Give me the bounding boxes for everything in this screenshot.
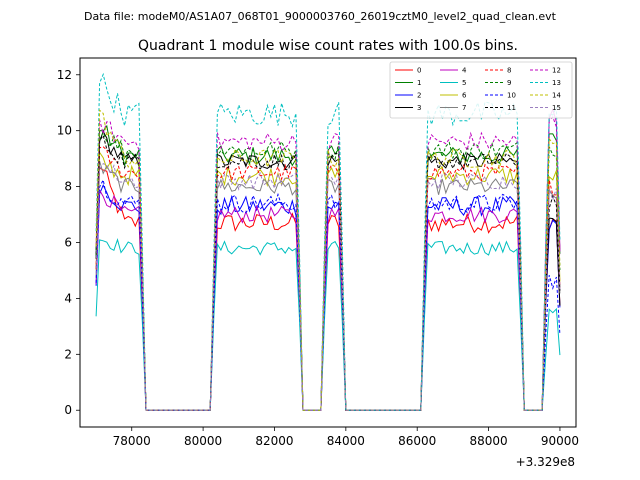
legend-label-15: 15 bbox=[552, 104, 561, 112]
x-tick-label-88000: 88000 bbox=[469, 434, 507, 448]
series-line-7 bbox=[95, 160, 561, 411]
series-line-2 bbox=[95, 183, 561, 411]
legend-label-8: 8 bbox=[507, 67, 511, 75]
legend-label-7: 7 bbox=[462, 104, 466, 112]
chart-title: Quadrant 1 module wise count rates with … bbox=[138, 38, 518, 54]
y-tick-label-12: 12 bbox=[57, 68, 72, 82]
legend-label-12: 12 bbox=[552, 67, 561, 75]
series-line-5 bbox=[95, 237, 561, 411]
x-tick-label-78000: 78000 bbox=[113, 434, 151, 448]
legend-label-1: 1 bbox=[417, 79, 421, 87]
legend-label-5: 5 bbox=[462, 79, 466, 87]
y-tick-label-6: 6 bbox=[64, 236, 72, 250]
x-tick-label-86000: 86000 bbox=[398, 434, 436, 448]
series-line-15 bbox=[95, 162, 561, 411]
x-tick-label-82000: 82000 bbox=[255, 434, 293, 448]
legend-label-6: 6 bbox=[462, 92, 467, 100]
x-tick-label-84000: 84000 bbox=[327, 434, 365, 448]
legend-label-4: 4 bbox=[462, 67, 467, 75]
legend-label-11: 11 bbox=[507, 104, 516, 112]
x-tick-label-90000: 90000 bbox=[541, 434, 579, 448]
x-axis: 78000 80000 82000 84000 86000 88000 90000 bbox=[113, 427, 579, 448]
x-tick-label-80000: 80000 bbox=[184, 434, 222, 448]
legend-label-9: 9 bbox=[507, 79, 511, 87]
legend-label-14: 14 bbox=[552, 92, 561, 100]
y-axis: 0 2 4 6 8 10 12 bbox=[57, 68, 80, 417]
plot-lines bbox=[95, 72, 561, 411]
y-tick-label-10: 10 bbox=[57, 124, 72, 138]
x-axis-offset-label: +3.329e8 bbox=[516, 455, 575, 469]
y-tick-label-4: 4 bbox=[64, 291, 72, 305]
legend-label-2: 2 bbox=[417, 92, 421, 100]
chart-suptitle: Data file: modeM0/AS1A07_068T01_90000037… bbox=[84, 10, 557, 23]
y-tick-label-0: 0 bbox=[64, 403, 72, 417]
legend-label-13: 13 bbox=[552, 79, 561, 87]
legend-label-0: 0 bbox=[417, 67, 421, 75]
legend-label-10: 10 bbox=[507, 92, 516, 100]
y-tick-label-2: 2 bbox=[64, 347, 72, 361]
legend-label-3: 3 bbox=[417, 104, 421, 112]
legend-box bbox=[389, 61, 573, 119]
series-line-13 bbox=[95, 72, 561, 411]
y-tick-label-8: 8 bbox=[64, 180, 72, 194]
